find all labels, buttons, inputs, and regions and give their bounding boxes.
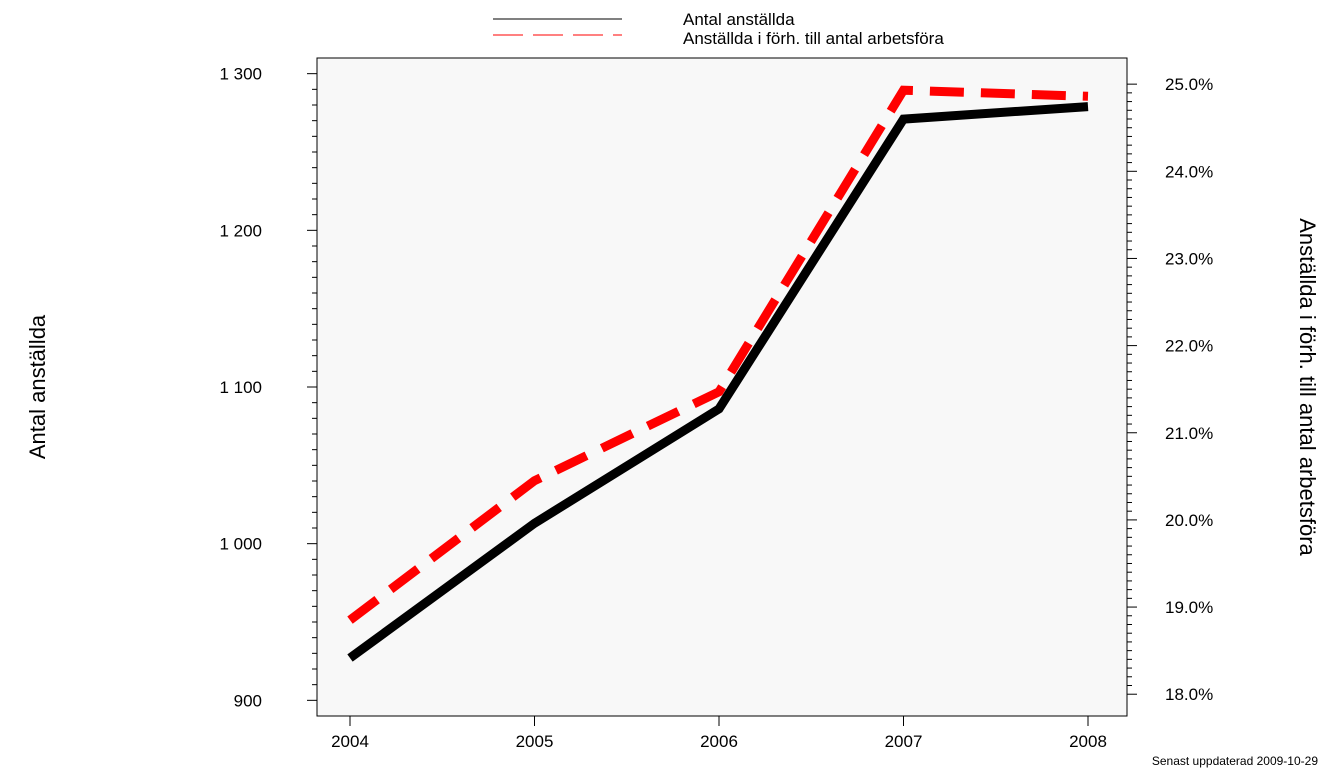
left-tick-label: 1 100 <box>219 378 262 397</box>
right-tick-label: 22.0% <box>1165 337 1213 356</box>
legend-label: Antal anställda <box>683 10 795 29</box>
right-tick-label: 21.0% <box>1165 424 1213 443</box>
right-axis-title: Anställda i förh. till antal arbetsföra <box>1295 218 1320 556</box>
right-tick-label: 24.0% <box>1165 162 1213 181</box>
x-tick-label: 2007 <box>885 732 923 751</box>
left-axis-title: Antal anställda <box>25 314 50 459</box>
right-tick-label: 23.0% <box>1165 249 1213 268</box>
left-y-axis: 900 1 000 1 100 1 200 1 300 <box>219 65 317 710</box>
right-tick-label: 25.0% <box>1165 75 1213 94</box>
left-tick-label: 1 000 <box>219 535 262 554</box>
series-line-antal-anstallda <box>347 102 1089 662</box>
left-tick-label: 1 300 <box>219 65 262 84</box>
series-line-andel-arbetsfora <box>347 85 1089 624</box>
right-tick-label: 19.0% <box>1165 598 1213 617</box>
right-tick-label: 18.0% <box>1165 685 1213 704</box>
right-y-axis: 18.0% 19.0% 20.0% 21.0% 22.0% 23.0% 24.0% 25.0% <box>1127 75 1213 704</box>
updated-footnote: Senast uppdaterad 2009-10-29 <box>1152 754 1318 768</box>
x-tick-label: 2008 <box>1069 732 1107 751</box>
x-axis: 2004 2005 2006 2007 2008 <box>331 716 1107 751</box>
left-tick-label: 1 200 <box>219 221 262 240</box>
x-tick-label: 2005 <box>516 732 554 751</box>
x-tick-label: 2006 <box>700 732 738 751</box>
series-layer <box>347 85 1089 662</box>
x-tick-label: 2004 <box>331 732 369 751</box>
right-tick-label: 20.0% <box>1165 511 1213 530</box>
legend-label: Anställda i förh. till antal arbetsföra <box>683 29 944 48</box>
left-tick-label: 900 <box>234 691 262 710</box>
